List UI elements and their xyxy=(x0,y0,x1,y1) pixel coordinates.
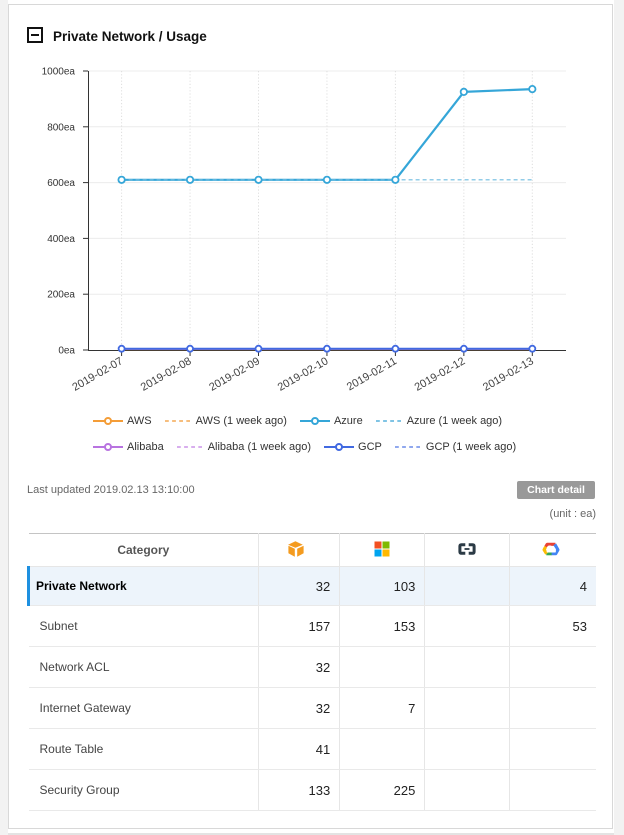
svg-text:2019-02-11: 2019-02-11 xyxy=(345,355,399,393)
svg-text:2019-02-10: 2019-02-10 xyxy=(276,355,331,394)
svg-text:2019-02-07: 2019-02-07 xyxy=(70,355,125,394)
svg-text:0ea: 0ea xyxy=(58,346,75,357)
svg-text:200ea: 200ea xyxy=(47,290,75,301)
svg-text:400ea: 400ea xyxy=(47,234,75,245)
svg-text:1000ea: 1000ea xyxy=(42,67,76,78)
svg-text:2019-02-13: 2019-02-13 xyxy=(481,355,536,394)
svg-text:2019-02-08: 2019-02-08 xyxy=(139,355,194,394)
svg-text:2019-02-09: 2019-02-09 xyxy=(207,355,262,394)
svg-text:2019-02-12: 2019-02-12 xyxy=(413,355,468,394)
svg-text:600ea: 600ea xyxy=(47,178,75,189)
svg-text:800ea: 800ea xyxy=(47,122,75,133)
